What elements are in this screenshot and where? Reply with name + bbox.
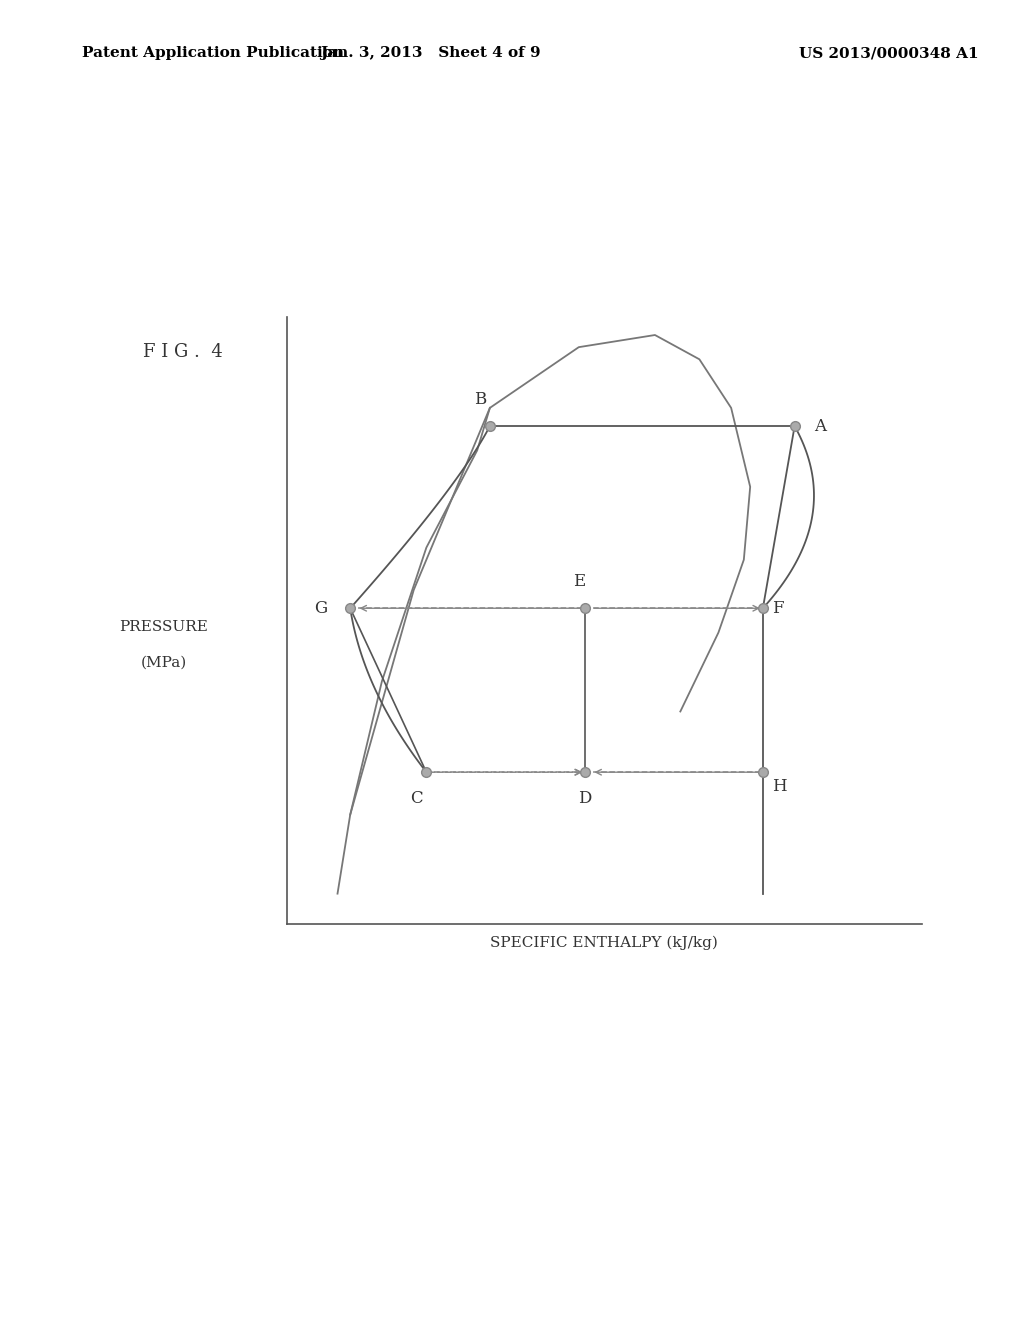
Text: PRESSURE: PRESSURE (120, 620, 208, 634)
Text: G: G (314, 599, 328, 616)
Text: C: C (411, 791, 423, 808)
Text: (MPa): (MPa) (140, 656, 187, 669)
Text: Jan. 3, 2013   Sheet 4 of 9: Jan. 3, 2013 Sheet 4 of 9 (319, 46, 541, 61)
Text: B: B (474, 391, 486, 408)
Text: Patent Application Publication: Patent Application Publication (82, 46, 344, 61)
Text: F I G .  4: F I G . 4 (143, 343, 223, 362)
Text: D: D (579, 791, 592, 808)
Text: US 2013/0000348 A1: US 2013/0000348 A1 (799, 46, 978, 61)
Text: H: H (772, 777, 787, 795)
Text: A: A (814, 417, 825, 434)
Text: F: F (772, 599, 784, 616)
X-axis label: SPECIFIC ENTHALPY (kJ/kg): SPECIFIC ENTHALPY (kJ/kg) (490, 935, 718, 949)
Text: E: E (573, 573, 586, 590)
